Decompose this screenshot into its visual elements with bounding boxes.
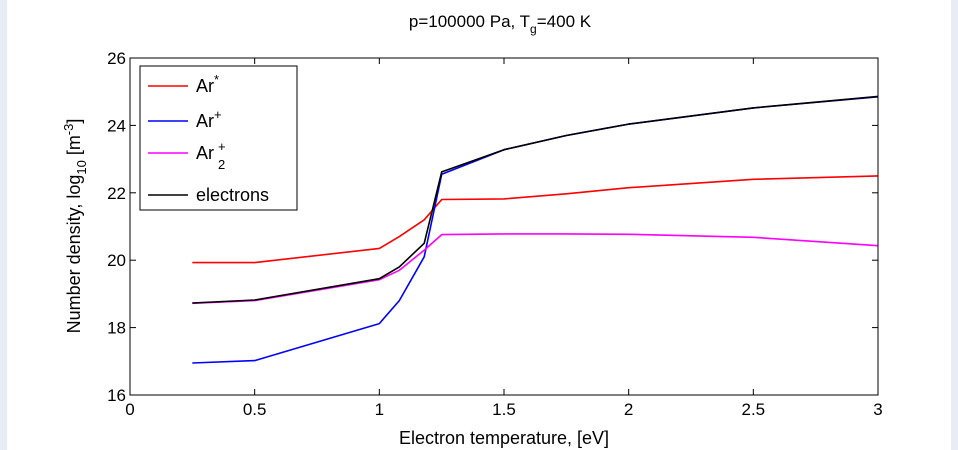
y-tick-label: 22	[107, 184, 126, 203]
x-tick-label: 3	[873, 400, 882, 419]
legend-entries: Ar* Ar+ Ar +2 electrons	[148, 72, 269, 205]
y-tick-label: 18	[107, 319, 126, 338]
chart-title: p=100000 Pa, Tg=400 K	[409, 12, 592, 36]
x-tick-label: 2	[624, 400, 633, 419]
series-layer	[192, 95, 879, 364]
axis-ticks: 0 0.5 1 1.5 2 2.5 3 16 18 20 22 24 26	[107, 49, 883, 419]
y-tick-label: 26	[107, 49, 126, 68]
x-tick-label: 0	[125, 400, 134, 419]
y-axis-label: Number density, log10 [m-3]	[61, 119, 89, 334]
series-line-ar2-plus	[192, 233, 879, 305]
x-tick-label: 1.5	[492, 400, 516, 419]
x-tick-label: 0.5	[243, 400, 267, 419]
y-tick-label: 16	[107, 386, 126, 405]
y-tick-label: 24	[107, 116, 126, 135]
series-line-electrons	[192, 95, 879, 304]
legend-label: Ar+	[196, 107, 222, 131]
x-tick-label: 2.5	[742, 400, 766, 419]
legend-label: Ar +2	[196, 139, 226, 172]
legend-label: Ar*	[196, 72, 219, 96]
x-tick-label: 1	[375, 400, 384, 419]
legend-box	[139, 65, 298, 211]
y-tick-label: 20	[107, 251, 126, 270]
legend-label: electrons	[196, 185, 269, 205]
series-line-ar-star	[192, 175, 879, 264]
x-axis-label: Electron temperature, [eV]	[399, 428, 609, 448]
legend: Ar* Ar+ Ar +2 electrons	[139, 65, 298, 211]
